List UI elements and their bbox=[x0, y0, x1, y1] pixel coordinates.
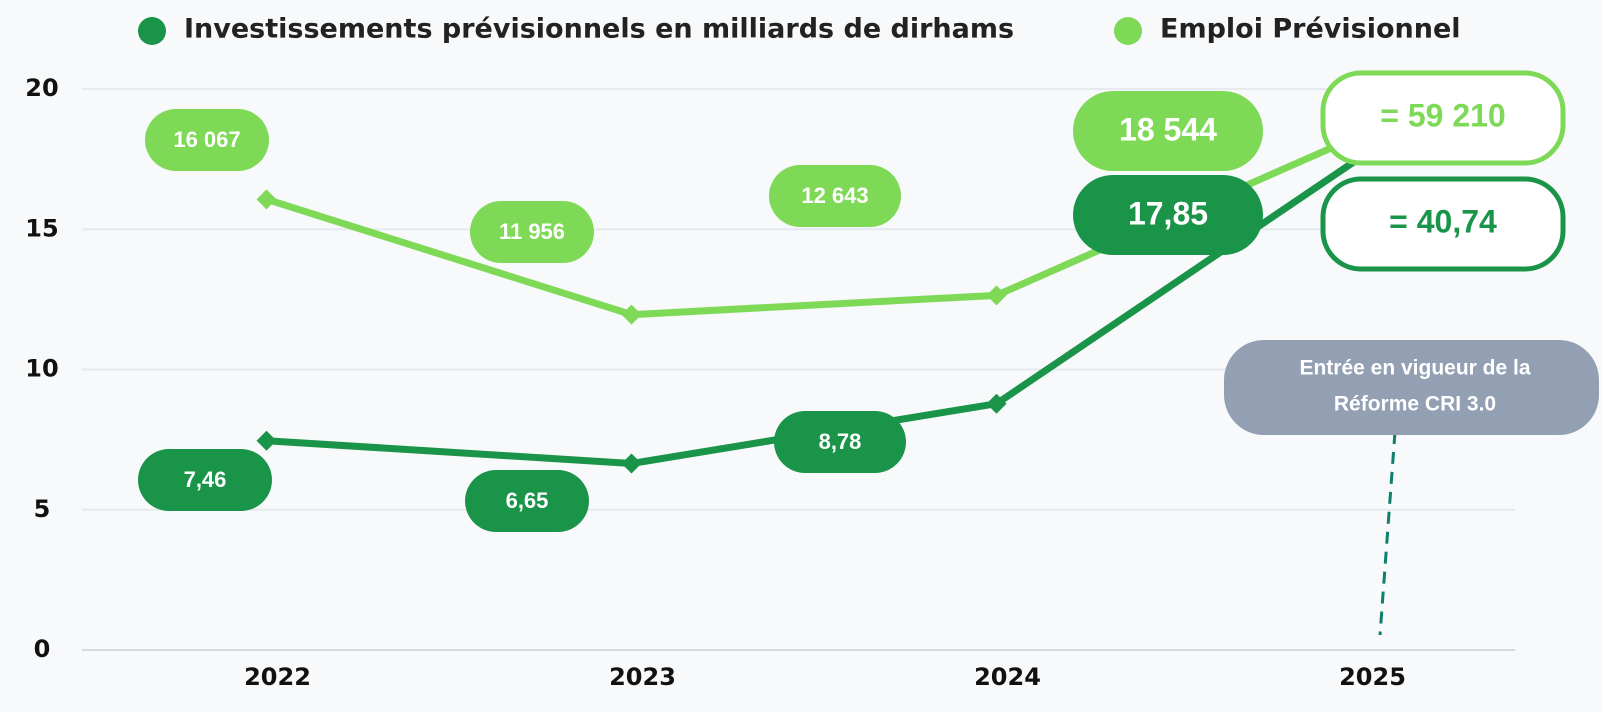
total-box bbox=[1320, 176, 1566, 272]
value-label: 18 544 bbox=[1119, 111, 1217, 147]
total-box bbox=[1320, 70, 1566, 166]
value-label-bg bbox=[465, 470, 589, 532]
y-tick-label: 20 bbox=[25, 74, 58, 102]
legend-label: Emploi Prévisionnel bbox=[1160, 14, 1461, 45]
point-marker bbox=[986, 285, 1007, 306]
x-tick-label: 2023 bbox=[609, 663, 676, 691]
annotation-leader bbox=[1378, 431, 1397, 636]
value-label: 17,85 bbox=[1128, 195, 1208, 231]
y-tick-label: 15 bbox=[25, 214, 58, 242]
value-label-bg bbox=[470, 201, 594, 263]
y-tick-label: 5 bbox=[34, 495, 51, 523]
value-label-bg bbox=[1073, 175, 1263, 255]
total-label: = 59 210 bbox=[1380, 97, 1505, 133]
value-label: 6,65 bbox=[506, 488, 549, 513]
x-tick-label: 2025 bbox=[1339, 663, 1406, 691]
value-label: 8,78 bbox=[819, 429, 862, 454]
legend-label: Investissements prévisionnels en milliar… bbox=[184, 14, 1014, 45]
value-label: 7,46 bbox=[184, 467, 227, 492]
y-tick-label: 0 bbox=[34, 635, 51, 663]
point-marker bbox=[256, 430, 277, 451]
annotation-text: Réforme CRI 3.0 bbox=[1334, 393, 1496, 416]
legend-marker bbox=[1114, 17, 1142, 45]
x-tick-label: 2022 bbox=[244, 663, 311, 691]
value-label-bg bbox=[138, 449, 272, 511]
value-label-bg bbox=[774, 411, 906, 473]
point-marker bbox=[256, 189, 277, 210]
value-label: 11 956 bbox=[499, 219, 565, 244]
value-label: 12 643 bbox=[801, 183, 868, 208]
annotation-box bbox=[1224, 340, 1599, 435]
total-label: = 40,74 bbox=[1389, 203, 1497, 239]
point-marker bbox=[621, 453, 642, 474]
point-marker bbox=[621, 304, 642, 325]
point-marker bbox=[986, 393, 1007, 414]
value-label-bg bbox=[769, 165, 901, 227]
value-label-bg bbox=[145, 109, 269, 171]
legend-marker bbox=[138, 17, 166, 45]
y-tick-label: 10 bbox=[25, 355, 58, 383]
annotation-text: Entrée en vigueur de la bbox=[1299, 357, 1530, 380]
x-tick-label: 2024 bbox=[974, 663, 1041, 691]
value-label-bg bbox=[1073, 91, 1263, 171]
value-label: 16 067 bbox=[173, 127, 240, 152]
